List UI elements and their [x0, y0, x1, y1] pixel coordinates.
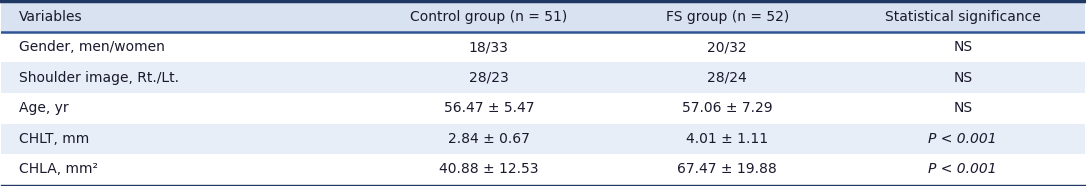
Text: 40.88 ± 12.53: 40.88 ± 12.53: [439, 162, 539, 176]
Text: Shoulder image, Rt./Lt.: Shoulder image, Rt./Lt.: [18, 71, 179, 85]
Text: FS group (n = 52): FS group (n = 52): [666, 10, 788, 24]
Text: 18/33: 18/33: [469, 40, 508, 54]
Text: 57.06 ± 7.29: 57.06 ± 7.29: [682, 101, 772, 115]
Text: CHLT, mm: CHLT, mm: [18, 132, 89, 146]
Bar: [1, 93, 1085, 124]
Bar: [1, 154, 1085, 185]
Text: P < 0.001: P < 0.001: [929, 132, 997, 146]
Text: Variables: Variables: [18, 10, 83, 24]
Text: 2.84 ± 0.67: 2.84 ± 0.67: [447, 132, 530, 146]
Text: NS: NS: [954, 40, 972, 54]
Text: 67.47 ± 19.88: 67.47 ± 19.88: [678, 162, 776, 176]
Text: 56.47 ± 5.47: 56.47 ± 5.47: [443, 101, 534, 115]
Text: 4.01 ± 1.11: 4.01 ± 1.11: [686, 132, 768, 146]
Text: Gender, men/women: Gender, men/women: [18, 40, 165, 54]
Text: 28/23: 28/23: [469, 71, 508, 85]
Bar: [1, 1, 1085, 32]
Text: Age, yr: Age, yr: [18, 101, 68, 115]
Text: NS: NS: [954, 71, 972, 85]
Text: Statistical significance: Statistical significance: [885, 10, 1040, 24]
Text: Control group (n = 51): Control group (n = 51): [411, 10, 568, 24]
Text: P < 0.001: P < 0.001: [929, 162, 997, 176]
Text: 28/24: 28/24: [707, 71, 747, 85]
Bar: [1, 62, 1085, 93]
Text: 20/32: 20/32: [707, 40, 747, 54]
Text: NS: NS: [954, 101, 972, 115]
Bar: [1, 124, 1085, 154]
Text: CHLA, mm²: CHLA, mm²: [18, 162, 98, 176]
Bar: [1, 32, 1085, 62]
